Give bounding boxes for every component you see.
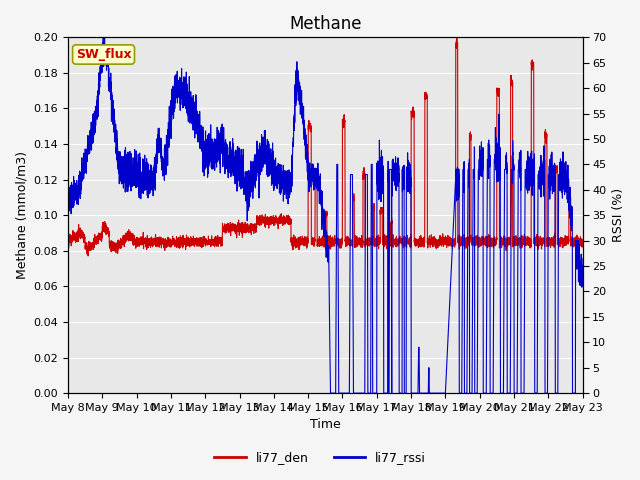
Y-axis label: Methane (mmol/m3): Methane (mmol/m3) <box>15 151 28 279</box>
Legend: li77_den, li77_rssi: li77_den, li77_rssi <box>209 446 431 469</box>
Text: SW_flux: SW_flux <box>76 48 131 61</box>
Title: Methane: Methane <box>289 15 362 33</box>
X-axis label: Time: Time <box>310 419 340 432</box>
Y-axis label: RSSI (%): RSSI (%) <box>612 188 625 242</box>
